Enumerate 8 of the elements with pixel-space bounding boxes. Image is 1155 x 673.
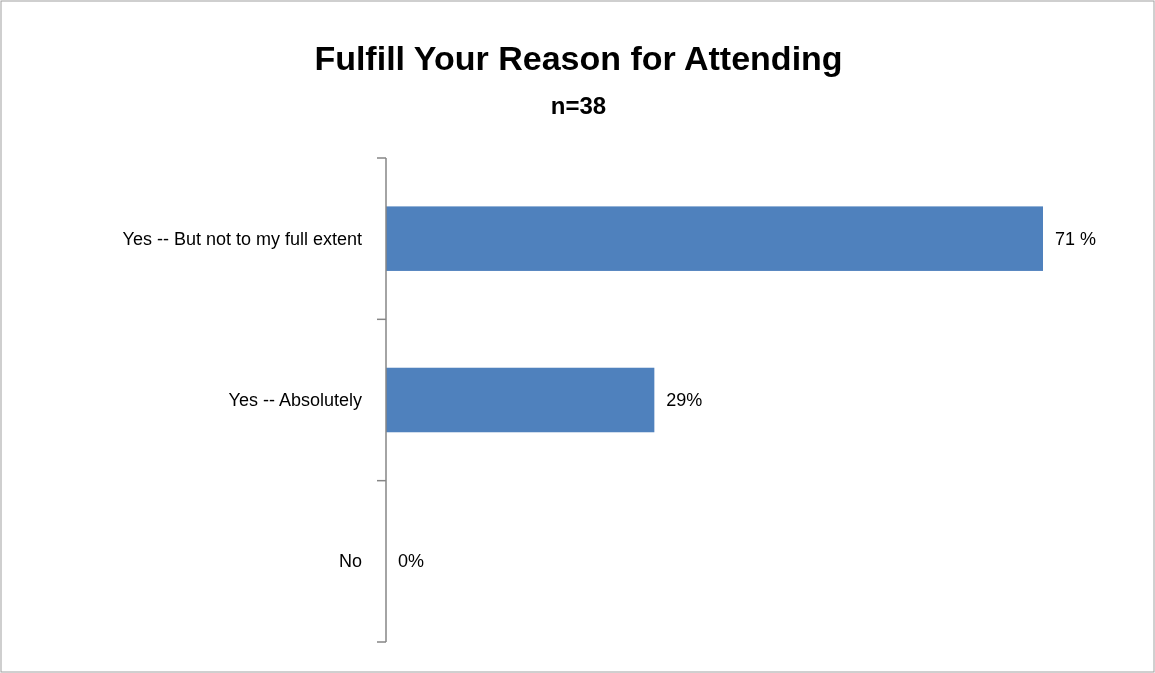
data-label: 0% — [398, 551, 425, 572]
chart-subtitle: n=38 — [550, 92, 607, 119]
y-tick-label: No — [338, 551, 362, 572]
y-tick-label: Yes -- Absolutely — [228, 390, 362, 410]
y-tick-label: Yes -- But not to my full extent — [122, 228, 362, 249]
chart-title: Fulfill Your Reason for Attending — [314, 39, 843, 77]
data-label: 71 % — [1055, 228, 1097, 249]
data-label: 29% — [666, 390, 703, 410]
